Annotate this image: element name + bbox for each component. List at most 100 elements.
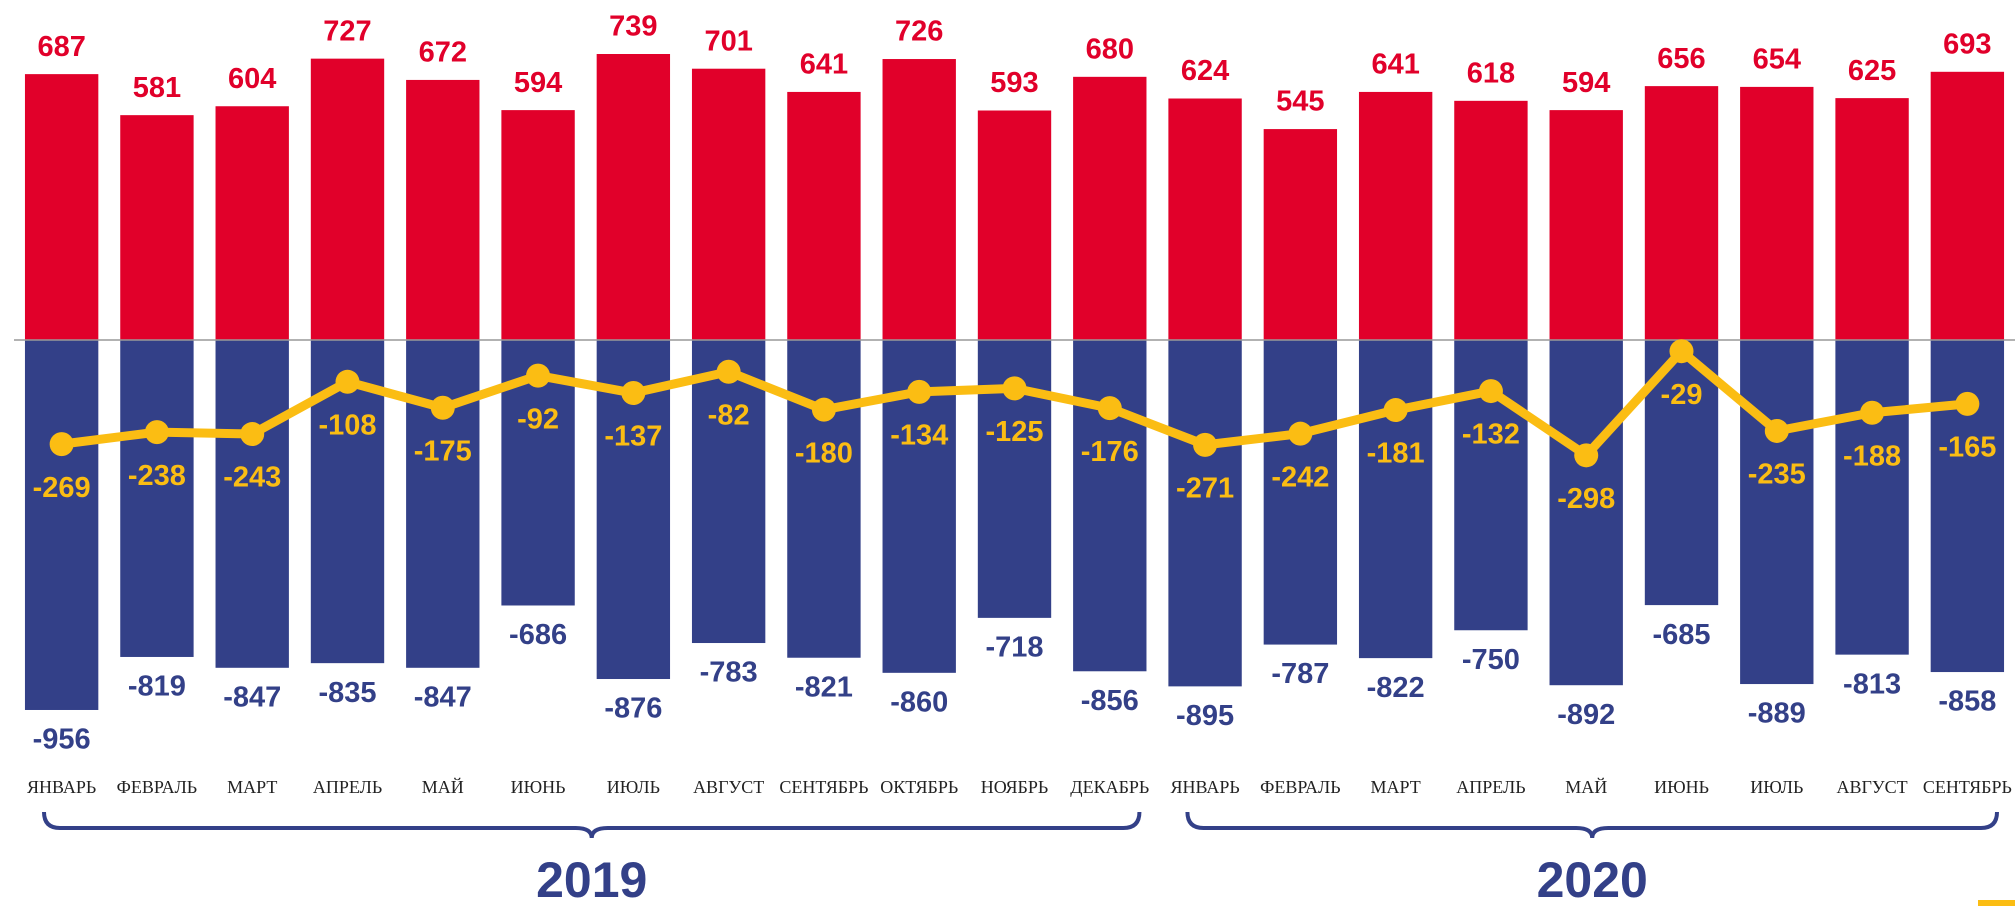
bar: [1263, 340, 1338, 645]
data-label: -847: [223, 681, 281, 713]
data-label: 680: [1086, 33, 1134, 65]
data-label: -686: [509, 619, 567, 651]
bar: [1549, 110, 1623, 341]
bar: [1168, 340, 1242, 687]
x-tick-label: ФЕВРАЛЬ: [117, 777, 197, 797]
data-label: 641: [1371, 49, 1419, 81]
bar: [1740, 340, 1814, 685]
data-label: 727: [323, 15, 371, 47]
group-label: 2019: [536, 852, 647, 906]
data-label: -298: [1557, 483, 1615, 515]
bar: [1168, 98, 1242, 340]
group-label: 2020: [1537, 852, 1648, 906]
bar: [1263, 129, 1338, 340]
data-label: -860: [890, 686, 948, 718]
bar: [1358, 91, 1433, 340]
data-label: -175: [414, 435, 472, 467]
bar: [1549, 340, 1623, 686]
line-point: [430, 395, 455, 420]
data-label: -176: [1081, 436, 1139, 468]
line-point: [49, 432, 74, 457]
data-label: 687: [37, 31, 85, 63]
line-point: [621, 381, 646, 406]
data-label: -889: [1748, 698, 1806, 730]
line-point: [1860, 400, 1885, 425]
data-label: -235: [1748, 459, 1806, 491]
x-tick-label: ОКТЯБРЬ: [880, 777, 958, 797]
data-label: -718: [985, 632, 1043, 664]
data-label: -895: [1176, 700, 1234, 732]
x-tick-label: МАЙ: [422, 777, 464, 797]
line-point: [1955, 391, 1980, 416]
line-point: [716, 359, 741, 384]
data-label: -243: [223, 462, 281, 494]
bar: [1835, 340, 1909, 655]
data-label: -29: [1661, 379, 1703, 411]
data-label: -876: [604, 693, 662, 725]
bar: [787, 340, 861, 658]
x-tick-label: ИЮЛЬ: [1750, 777, 1803, 797]
data-label: 594: [1562, 67, 1610, 99]
bar: [1358, 340, 1433, 659]
bar: [1644, 86, 1719, 340]
data-label: 701: [704, 25, 752, 57]
data-label: -82: [708, 399, 750, 431]
data-label: 654: [1753, 44, 1801, 76]
x-tick-label: НОЯБРЬ: [981, 777, 1048, 797]
bar: [501, 110, 575, 341]
data-label: -819: [128, 671, 186, 703]
data-label: 726: [895, 16, 943, 48]
x-tick-label: АПРЕЛЬ: [313, 777, 382, 797]
bar: [691, 68, 766, 340]
data-label: 545: [1276, 86, 1324, 118]
data-label: 625: [1848, 55, 1896, 87]
data-label: -181: [1367, 438, 1425, 470]
x-tick-label: СЕНТЯБРЬ: [1923, 777, 2012, 797]
data-label: -242: [1271, 461, 1329, 493]
bar: [977, 110, 1052, 340]
x-tick-label: ЯНВАРЬ: [27, 777, 96, 797]
data-label: 739: [609, 11, 657, 43]
x-tick-label: ИЮНЬ: [1654, 777, 1709, 797]
x-tick-label: АПРЕЛЬ: [1456, 777, 1525, 797]
data-label: 656: [1657, 43, 1705, 75]
line-point: [335, 369, 360, 394]
data-label: -787: [1271, 658, 1329, 690]
x-tick-label: СЕНТЯБРЬ: [779, 777, 868, 797]
x-tick-label: МАРТ: [227, 777, 277, 797]
data-label: -822: [1367, 672, 1425, 704]
bar: [406, 79, 480, 341]
group-bracket: [1185, 811, 1999, 839]
data-label: -238: [128, 460, 186, 492]
bar: [120, 340, 194, 657]
data-label: -132: [1462, 419, 1520, 451]
bar: [310, 58, 385, 341]
bar: [215, 106, 289, 340]
data-label: -856: [1081, 685, 1139, 717]
x-tick-label: МАЙ: [1565, 777, 1607, 797]
data-label: -956: [33, 724, 91, 756]
bar: [1930, 71, 2005, 341]
data-label: -188: [1843, 440, 1901, 472]
line-point: [1669, 339, 1694, 364]
bar: [691, 340, 766, 644]
x-tick-label: АВГУСТ: [693, 777, 764, 797]
line-point: [144, 420, 169, 445]
x-tick-label: ДЕКАБРЬ: [1070, 777, 1149, 797]
x-tick-label: ИЮЛЬ: [607, 777, 660, 797]
x-tick-label: ФЕВРАЛЬ: [1260, 777, 1340, 797]
data-label: 693: [1943, 28, 1991, 60]
line-point: [240, 422, 265, 447]
line-point: [1574, 443, 1599, 468]
line-point: [1288, 421, 1313, 446]
data-label: -108: [318, 409, 376, 441]
data-label: -892: [1557, 699, 1615, 731]
line-point: [1764, 418, 1789, 443]
data-label: -125: [985, 416, 1043, 448]
data-label: 593: [990, 67, 1038, 99]
line-point: [1478, 379, 1503, 404]
data-label: 618: [1467, 57, 1515, 89]
data-label: -134: [890, 420, 948, 452]
bar: [406, 340, 480, 668]
